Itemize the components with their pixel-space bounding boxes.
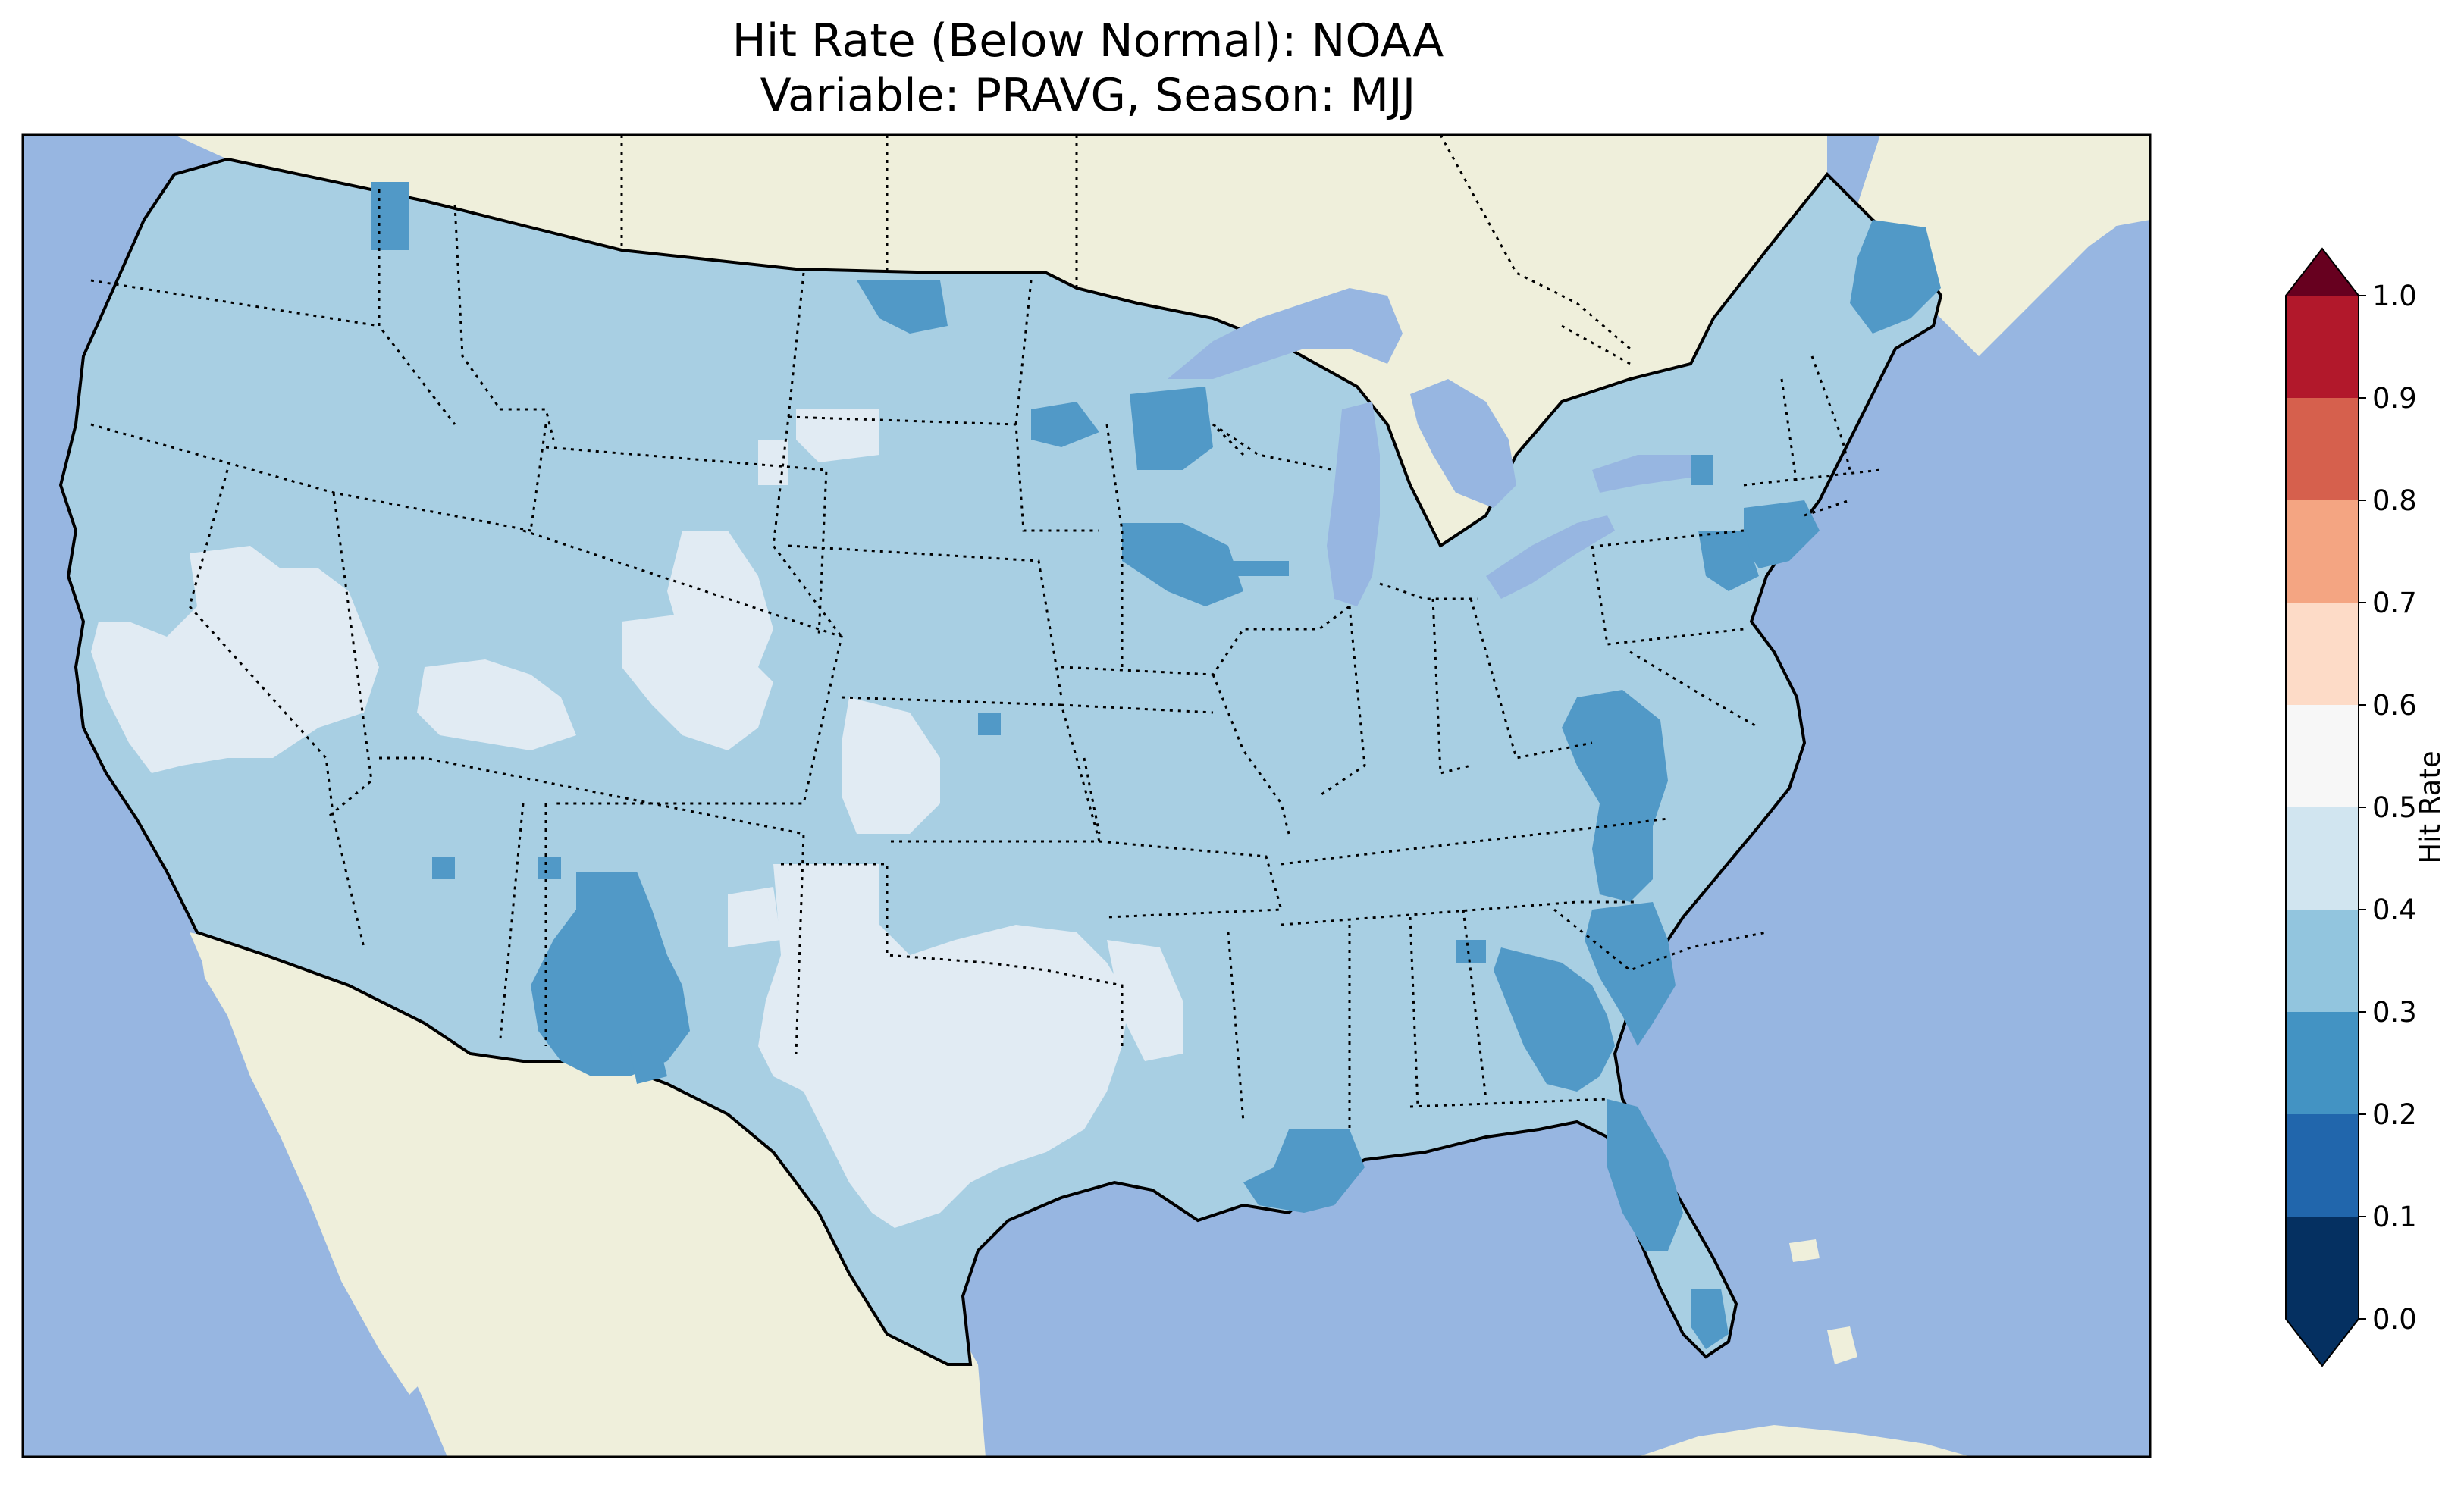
- region-new-mexico-east: [728, 887, 781, 947]
- region-minnesota-north: [1031, 402, 1099, 447]
- map-frame: [21, 133, 2152, 1458]
- region-texas-border: [629, 1046, 667, 1084]
- baja-land: [197, 929, 425, 1395]
- region-colorado-patch: [622, 614, 773, 750]
- island-bahamas-2: [1789, 1239, 1820, 1262]
- region-florida: [1607, 1099, 1683, 1251]
- region-kansas-west: [842, 697, 940, 834]
- region-texas: [758, 864, 1130, 1228]
- mexico-land: [190, 932, 986, 1457]
- region-montana-north: [857, 280, 948, 334]
- lake-superior: [1168, 288, 1403, 379]
- region-carolinas: [1585, 902, 1676, 1046]
- region-oklahoma: [1107, 940, 1183, 1061]
- region-illinois-north: [1228, 561, 1289, 576]
- country-borders: [620, 135, 1631, 365]
- region-great-basin: [417, 659, 576, 750]
- region-maine: [1850, 220, 1941, 334]
- title-line-2: Variable: PRAVG, Season: MJJ: [760, 69, 1416, 122]
- title-line-1: Hit Rate (Below Normal): NOAA: [732, 14, 1444, 67]
- class-0.2-0.3-regions: [371, 182, 1941, 1349]
- lake-ontario: [1592, 455, 1691, 493]
- region-nm-dot: [538, 857, 561, 879]
- lake-erie: [1486, 515, 1615, 599]
- region-pennsylvania-east: [1698, 531, 1759, 591]
- region-montana-east: [758, 440, 788, 485]
- lake-michigan: [1327, 402, 1380, 606]
- island-bahamas-1: [1827, 1326, 1857, 1364]
- state-borders: [90, 189, 1881, 1129]
- canada-land: [174, 135, 1827, 546]
- cuba-land: [1638, 1425, 1971, 1457]
- class-0.4-0.5-regions: [91, 409, 1183, 1228]
- region-georgia-dot: [1456, 940, 1486, 963]
- region-florida-south: [1691, 1289, 1729, 1349]
- region-iowa: [1122, 523, 1243, 606]
- usa-land: [58, 157, 1943, 1366]
- region-ny-west: [1691, 455, 1713, 485]
- region-idaho-north: [371, 182, 409, 250]
- region-georgia: [1494, 947, 1615, 1092]
- region-kansas-dot: [978, 713, 1001, 735]
- region-north-dakota: [796, 409, 879, 462]
- nova-scotia-land: [2002, 205, 2123, 288]
- region-louisiana: [1243, 1129, 1365, 1213]
- region-nyc: [1744, 500, 1820, 568]
- region-new-mexico: [531, 872, 690, 1076]
- map-title: Hit Rate (Below Normal): NOAA Variable: …: [23, 14, 2153, 123]
- region-nevada-california: [91, 546, 379, 773]
- region-appalachia: [1562, 690, 1668, 902]
- region-wisconsin: [1130, 387, 1213, 470]
- lake-huron: [1410, 379, 1516, 508]
- region-arizona-dot: [432, 857, 455, 879]
- great-lakes: [1168, 288, 1691, 606]
